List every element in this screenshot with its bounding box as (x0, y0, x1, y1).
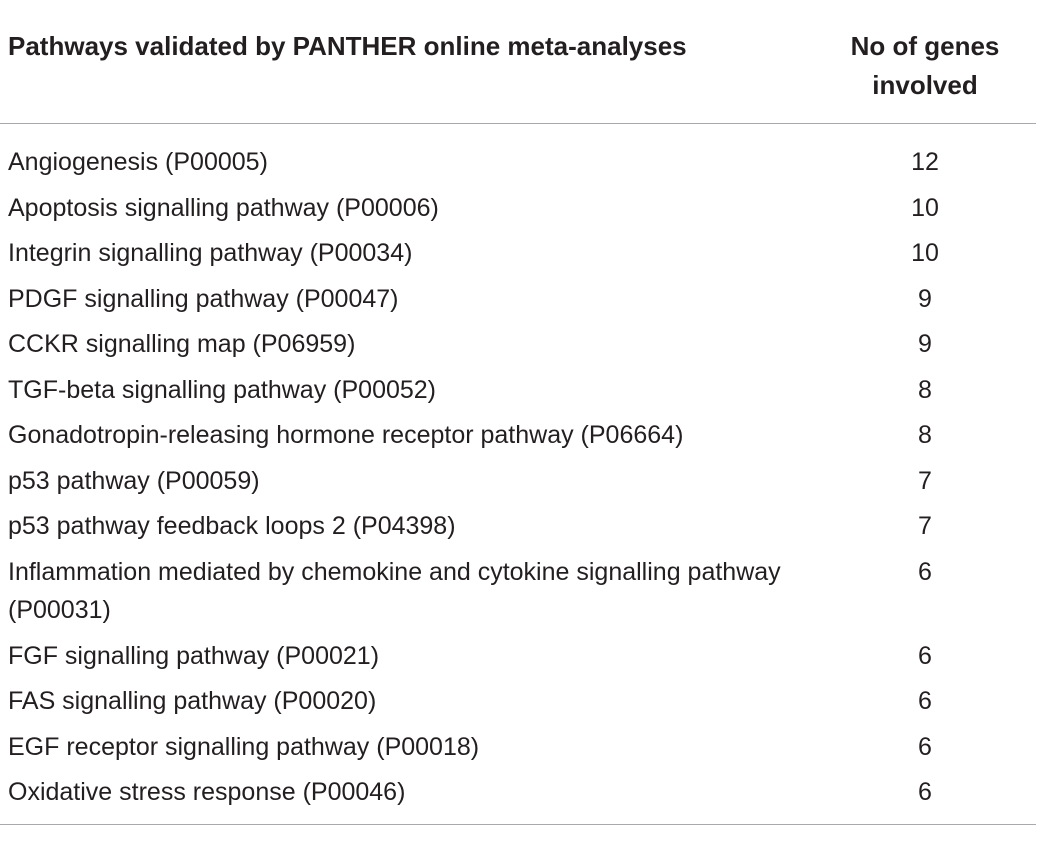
gene-count-cell: 6 (918, 732, 932, 761)
pathway-table: Pathways validated by PANTHER online met… (0, 14, 1036, 825)
header-row: Pathways validated by PANTHER online met… (0, 14, 1036, 124)
gene-count-cell: 7 (918, 466, 932, 495)
pathway-cell: TGF-beta signalling pathway (P00052) (8, 375, 437, 404)
gene-count-cell: 6 (918, 557, 932, 586)
table-row: CCKR signalling map (P06959) 9 (0, 322, 1036, 368)
table-row: EGF receptor signalling pathway (P00018)… (0, 724, 1036, 770)
gene-count-cell: 12 (911, 148, 939, 176)
gene-count-cell: 6 (918, 687, 932, 715)
gene-count-cell: 7 (918, 512, 932, 540)
header-gene-count-line1: No of genes (850, 31, 1000, 61)
table-row: p53 pathway feedback loops 2 (P04398) 7 (0, 504, 1036, 550)
gene-count-cell: 9 (918, 330, 932, 358)
pathway-cell: FAS signalling pathway (P00020) (8, 687, 377, 715)
pathway-cell: Angiogenesis (P00005) (8, 148, 268, 176)
header-pathways: Pathways validated by PANTHER online met… (0, 14, 814, 124)
table-row: Integrin signalling pathway (P00034) 10 (0, 231, 1036, 277)
table-row: p53 pathway (P00059) 7 (0, 458, 1036, 504)
pathway-cell: PDGF signalling pathway (P00047) (8, 284, 399, 313)
gene-count-cell: 9 (918, 284, 932, 313)
table-row: TGF-beta signalling pathway (P00052) 8 (0, 367, 1036, 413)
pathway-cell: Gonadotropin-releasing hormone receptor … (8, 421, 684, 449)
table-row: Gonadotropin-releasing hormone receptor … (0, 413, 1036, 459)
header-gene-count-line2: involved (872, 70, 978, 100)
pathway-cell: EGF receptor signalling pathway (P00018) (8, 732, 480, 761)
table-row: Oxidative stress response (P00046) 6 (0, 769, 1036, 825)
table-row: Angiogenesis (P00005) 12 (0, 124, 1036, 186)
pathway-cell: Oxidative stress response (P00046) (0, 769, 814, 825)
gene-count-cell: 6 (918, 641, 932, 670)
pathway-cell: Inflammation mediated by chemokine and c… (8, 557, 781, 625)
gene-count-cell: 6 (814, 769, 1036, 825)
table-row: Apoptosis signalling pathway (P00006) 10 (0, 185, 1036, 231)
gene-count-cell: 10 (911, 193, 939, 222)
gene-count-cell: 10 (911, 239, 939, 267)
pathway-cell: Integrin signalling pathway (P00034) (8, 239, 413, 267)
pathway-cell: p53 pathway feedback loops 2 (P04398) (8, 512, 456, 540)
pathway-cell: FGF signalling pathway (P00021) (8, 641, 380, 670)
gene-count-cell: 8 (918, 375, 932, 404)
table-body: Angiogenesis (P00005) 12 Apoptosis signa… (0, 124, 1036, 825)
table-row: Inflammation mediated by chemokine and c… (0, 549, 1036, 633)
table-header: Pathways validated by PANTHER online met… (0, 14, 1036, 124)
header-gene-count: No of genes involved (814, 14, 1036, 124)
pathway-cell: p53 pathway (P00059) (8, 466, 260, 495)
gene-count-cell: 8 (918, 421, 932, 449)
pathway-cell: CCKR signalling map (P06959) (8, 330, 356, 358)
table-row: FAS signalling pathway (P00020) 6 (0, 679, 1036, 725)
pathway-cell: Apoptosis signalling pathway (P00006) (8, 193, 439, 222)
table-row: FGF signalling pathway (P00021) 6 (0, 633, 1036, 679)
table-row: PDGF signalling pathway (P00047) 9 (0, 276, 1036, 322)
